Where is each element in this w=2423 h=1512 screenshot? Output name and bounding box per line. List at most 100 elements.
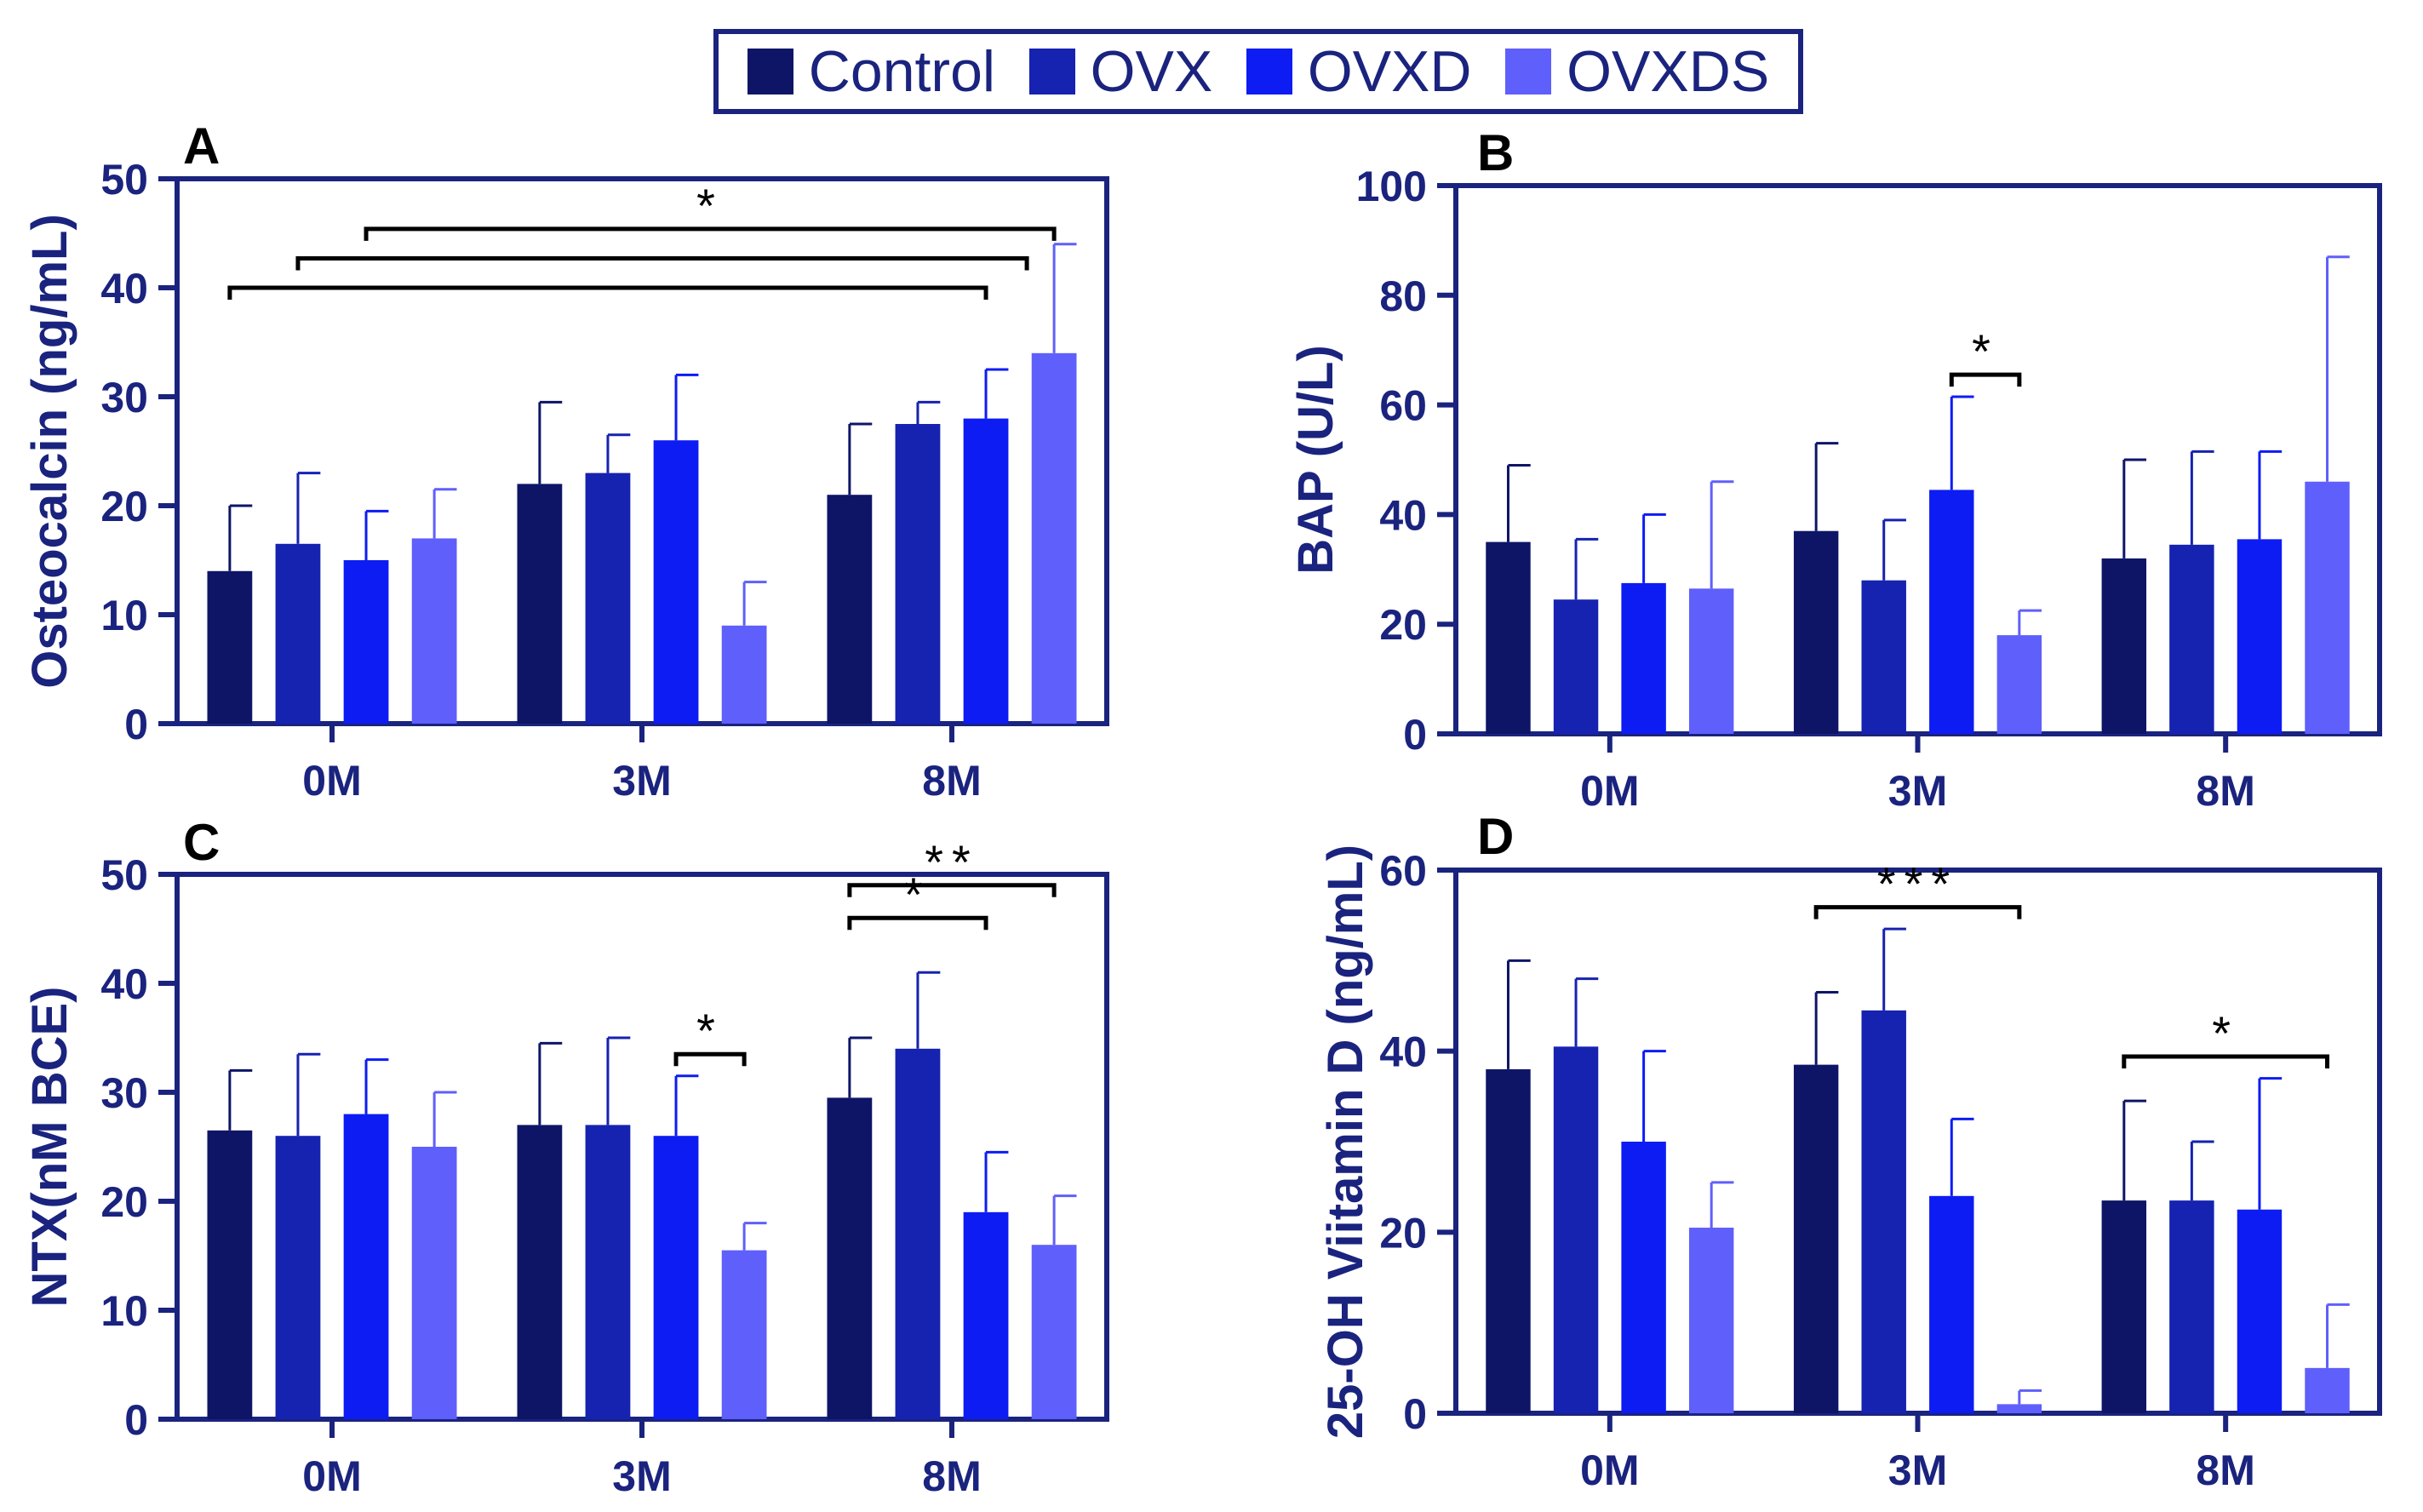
bar-ovxd-8m	[2237, 539, 2283, 734]
bar-control-0m	[1486, 541, 1531, 734]
y-axis-label: BAP (U/L)	[1288, 345, 1343, 575]
bar-ovxd-0m	[343, 1114, 389, 1419]
bar-control-3m	[517, 484, 563, 724]
bar-ovxd-0m	[343, 560, 389, 724]
significance-bracket	[364, 226, 1057, 241]
significance-label: ***	[1877, 857, 1958, 911]
bar-control-0m	[207, 570, 253, 724]
legend-label-ovx: OVX	[1090, 39, 1213, 104]
bar-control-8m	[2101, 1200, 2147, 1413]
legend-item-ovxd: OVXD	[1246, 38, 1472, 105]
bar-control-3m	[1793, 1064, 1839, 1413]
panel-letter-b: B	[1477, 124, 1514, 181]
bar-ovxds-8m	[2305, 1367, 2350, 1413]
bar-ovxd-3m	[1929, 490, 1974, 734]
bar-ovx-8m	[2169, 544, 2214, 734]
x-tick-label: 3M	[1888, 1446, 1947, 1494]
y-tick-label: 20	[1379, 601, 1427, 649]
bar-ovxd-0m	[1621, 582, 1666, 734]
significance-bracket	[1813, 905, 2022, 919]
bar-ovxd-3m	[653, 1136, 699, 1419]
bar-ovx-8m	[2169, 1200, 2214, 1413]
legend-item-ovxds: OVXDS	[1505, 38, 1769, 105]
significance-bracket	[2122, 1054, 2330, 1069]
significance-bracket	[673, 1051, 747, 1067]
significance-bracket	[847, 915, 988, 931]
significance-label: *	[904, 868, 931, 921]
significance-bracket	[295, 255, 1029, 271]
y-tick-label: 40	[100, 960, 148, 1008]
legend-label-ovxds: OVXDS	[1567, 39, 1770, 104]
bar-ovxd-8m	[2237, 1209, 2283, 1413]
bar-control-0m	[207, 1130, 253, 1419]
significance-bracket	[227, 285, 988, 300]
x-tick-label: 0M	[1580, 767, 1639, 815]
y-tick-label: 20	[100, 1178, 148, 1226]
legend-label-control: Control	[808, 39, 996, 104]
panel-letter-a: A	[183, 117, 220, 175]
y-tick-label: 40	[100, 265, 148, 312]
significance-label: **	[925, 835, 979, 889]
panel-a: A 0 10 20 30 40 50 Osteocalcin (ng/mL) 0M 3M 8M *	[22, 117, 1109, 805]
legend-swatch-ovxds	[1505, 49, 1552, 94]
y-tick-label: 20	[100, 483, 148, 530]
bar-ovxds-3m	[1996, 1404, 2042, 1413]
bar-ovxds-3m	[1996, 635, 2042, 734]
bar-ovxd-3m	[1929, 1195, 1974, 1413]
bar-ovx-0m	[1553, 1046, 1599, 1413]
y-tick-label: 0	[124, 701, 148, 748]
legend-item-control: Control	[747, 38, 996, 105]
legend-swatch-ovx	[1028, 49, 1075, 94]
bar-ovxd-0m	[1621, 1142, 1666, 1413]
bar-ovx-0m	[275, 1136, 321, 1419]
y-tick-label: 50	[100, 851, 148, 899]
y-tick-label: 60	[1379, 847, 1427, 895]
panel-letter-d: D	[1477, 808, 1514, 865]
x-tick-label: 8M	[922, 757, 981, 805]
y-tick-label: 100	[1356, 163, 1427, 210]
y-axis-label: Osteocalcin (ng/mL)	[22, 214, 77, 689]
y-tick-label: 60	[1379, 382, 1427, 430]
bar-ovx-3m	[1861, 580, 1906, 734]
bar-ovx-3m	[585, 472, 631, 724]
x-tick-label: 8M	[2196, 767, 2254, 815]
bar-control-8m	[827, 1097, 873, 1419]
x-tick-label: 0M	[302, 1452, 361, 1500]
x-tick-label: 3M	[1888, 767, 1947, 815]
x-tick-label: 0M	[302, 757, 361, 805]
bar-control-3m	[517, 1125, 563, 1419]
y-tick-label: 0	[1403, 711, 1427, 759]
bar-control-3m	[1793, 530, 1839, 734]
bar-ovx-3m	[585, 1125, 631, 1419]
bar-ovxds-3m	[721, 1250, 767, 1419]
significance-label: *	[696, 1004, 724, 1057]
bar-ovxd-3m	[653, 440, 699, 724]
bar-control-8m	[2101, 558, 2147, 734]
y-tick-label: 10	[100, 1287, 148, 1335]
bar-ovxds-0m	[1688, 588, 1734, 734]
y-tick-label: 30	[100, 374, 148, 421]
bar-ovxd-8m	[963, 418, 1009, 724]
significance-label: *	[696, 179, 724, 232]
y-tick-label: 20	[1379, 1209, 1427, 1257]
x-tick-label: 8M	[2196, 1446, 2254, 1494]
bar-ovxds-8m	[2305, 481, 2350, 734]
significance-bracket	[1949, 372, 2022, 387]
legend-swatch-ovxd	[1246, 49, 1292, 94]
y-tick-label: 50	[100, 156, 148, 203]
bar-ovx-0m	[1553, 599, 1599, 734]
y-axis-label: NTX(nM BCE)	[22, 987, 77, 1308]
y-tick-label: 40	[1379, 1028, 1427, 1076]
legend-swatch-control	[747, 49, 793, 94]
bar-control-8m	[827, 495, 873, 724]
bar-ovx-3m	[1861, 1010, 1906, 1413]
bar-ovx-8m	[895, 424, 941, 724]
bar-ovxd-8m	[963, 1211, 1009, 1419]
bar-ovxds-3m	[721, 625, 767, 724]
panel-letter-c: C	[183, 814, 220, 871]
x-tick-label: 3M	[612, 1452, 671, 1500]
x-tick-label: 3M	[612, 757, 671, 805]
